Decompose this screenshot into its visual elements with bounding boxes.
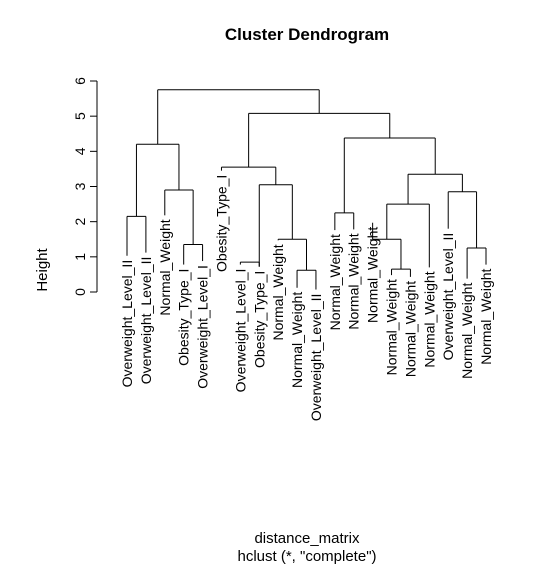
leaf-labels: Overweight_Level_II Overweight_Level_II No… (119, 175, 494, 422)
y-tick-label: 5 (72, 112, 88, 120)
leaf-label: Normal_Weight (289, 292, 305, 388)
leaf-label: Normal_Weight (365, 227, 381, 323)
leaf-label: Overweight_Level_II (440, 233, 456, 361)
dendrogram-branches (126, 89, 487, 290)
leaf-label: Normal_Weight (459, 283, 475, 379)
leaf-label: Obesity_Type_I (176, 269, 192, 366)
y-tick-label: 2 (72, 218, 88, 226)
leaf-label: Overweight_Level_I (232, 269, 248, 393)
leaf-label: Normal_Weight (327, 234, 343, 330)
y-tick-label: 1 (72, 253, 88, 261)
leaf-label: Overweight_Level_I (195, 265, 211, 389)
leaf-label: Overweight_Level_II (308, 294, 324, 422)
y-tick-label: 3 (72, 182, 88, 190)
leaf-label: Obesity_Type_I (251, 271, 267, 368)
leaf-label: Normal_Weight (157, 219, 173, 315)
y-tick-label: 6 (72, 77, 88, 85)
leaf-label: Obesity_Type_I (213, 175, 229, 272)
x-axis-label: distance_matrix (254, 530, 360, 547)
leaf-label: Normal_Weight (421, 271, 437, 367)
y-tick-label: 0 (72, 288, 88, 296)
leaf-label: Normal_Weight (346, 233, 362, 329)
leaf-label: Normal_Weight (384, 279, 400, 375)
leaf-label: Normal_Weight (270, 244, 286, 340)
leaf-label: Normal_Weight (402, 281, 418, 377)
y-tick-label: 4 (72, 147, 88, 155)
leaf-label: Overweight_Level_II (138, 257, 154, 385)
chart-title: Cluster Dendrogram (225, 25, 389, 44)
method-subtitle: hclust (*, "complete") (237, 548, 376, 565)
y-axis-label: Height (34, 247, 51, 291)
leaf-label: Overweight_Level_II (119, 260, 135, 388)
leaf-label: Normal_Weight (478, 268, 494, 364)
y-axis: 0 1 2 3 4 5 6 (72, 77, 98, 296)
